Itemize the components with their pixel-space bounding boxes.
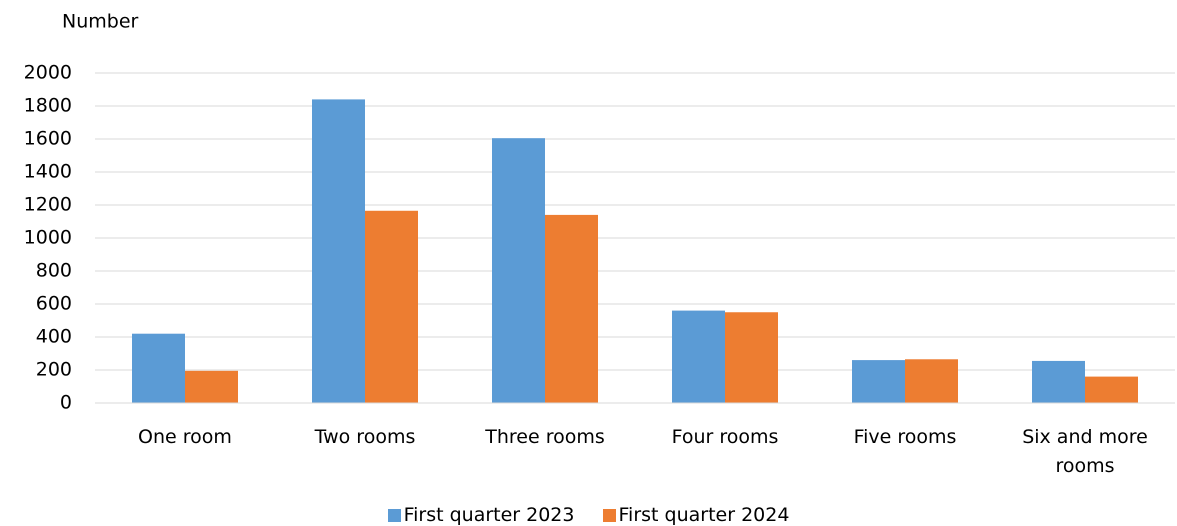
x-tick-label: Five rooms [853, 426, 957, 448]
bar [905, 359, 958, 403]
legend-item: First quarter 2024 [602, 504, 790, 526]
bar [492, 138, 545, 404]
bar [725, 312, 778, 403]
bar [185, 370, 238, 403]
y-tick-label: 2000 [24, 62, 72, 84]
y-tick-label: 1800 [24, 95, 72, 117]
legend-label: First quarter 2023 [403, 504, 575, 526]
y-tick-label: 600 [36, 293, 72, 315]
bar [852, 360, 905, 403]
y-tick-label: 1600 [24, 128, 72, 150]
y-tick-label: 0 [60, 392, 72, 414]
x-tick-label: Four rooms [671, 426, 779, 448]
legend-swatch [387, 508, 401, 522]
x-tick-label: One room [138, 426, 232, 448]
legend: First quarter 2023 First quarter 2024 [0, 504, 1177, 526]
x-tick-label: Three rooms [485, 426, 605, 448]
y-tick-label: 400 [36, 326, 72, 348]
legend-item: First quarter 2023 [387, 504, 575, 526]
bar [132, 333, 185, 403]
bar [545, 214, 598, 403]
x-tick-label: Six and more rooms [1022, 426, 1148, 477]
bar [312, 99, 365, 404]
y-axis-title: Number [62, 11, 139, 33]
y-tick-label: 800 [36, 260, 72, 282]
bar [1032, 360, 1085, 403]
y-tick-label: 1400 [24, 161, 72, 183]
legend-swatch [602, 508, 616, 522]
x-tick-label: Two rooms [314, 426, 416, 448]
legend-label: First quarter 2024 [618, 504, 790, 526]
bar [1085, 376, 1138, 403]
bar [672, 310, 725, 403]
y-tick-label: 200 [36, 359, 72, 381]
bar [365, 210, 418, 403]
y-tick-label: 1200 [24, 194, 72, 216]
y-tick-label: 1000 [24, 227, 72, 249]
